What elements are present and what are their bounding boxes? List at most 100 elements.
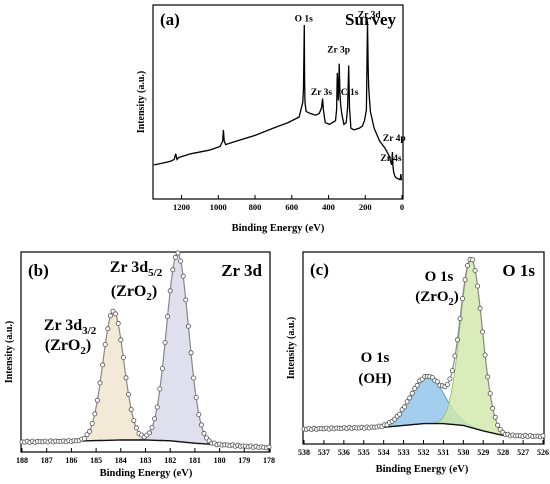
o1s-data-point: [459, 296, 465, 302]
o1s-data-point: [434, 379, 440, 385]
zr3d-x-tick-label: 188: [16, 456, 28, 465]
o1s-plot-area: [301, 256, 546, 440]
o1s-data-point: [447, 376, 453, 382]
o1s-x-ticks: 538 537 536 535 534 533 532 531 530 529 528 527 526: [298, 440, 549, 457]
zr3d-data-point: [196, 411, 202, 417]
zr3d-x-tick-label: 179: [238, 456, 250, 465]
zr3d-x-tick-label: 182: [164, 456, 176, 465]
survey-peak-label: Zr 4p: [383, 134, 406, 144]
zr3d-data-point: [126, 391, 132, 397]
survey-peak-label: Zr 3p: [327, 46, 350, 56]
o1s-x-tick-label: 533: [398, 448, 410, 457]
zr3d-data-point: [170, 267, 176, 273]
survey-peak-label: C 1s: [341, 88, 359, 98]
o1s-data-point: [449, 368, 455, 374]
zr3d-x-tick-label: 187: [41, 456, 53, 465]
survey-peak-label: O 1s: [295, 14, 314, 24]
o1s-data-point: [495, 422, 501, 428]
o1s-x-tick-label: 528: [497, 448, 509, 457]
o1s-data-point: [475, 283, 481, 289]
o1s-data-point: [454, 337, 460, 343]
o1s-x-tick-label: 532: [418, 448, 430, 457]
zr3d-data-point: [131, 418, 137, 424]
survey-x-tick-label: 200: [359, 202, 372, 212]
survey-peak-label: Zr 4s: [380, 154, 402, 164]
zr3d-data-point: [193, 394, 199, 400]
survey-peak-label: Zr 3s: [311, 88, 333, 98]
o1s-data-point: [477, 305, 483, 311]
zr3d-data-point: [133, 425, 139, 431]
survey-x-tick-label: 1200: [173, 202, 190, 212]
zr3d-data-point: [178, 258, 184, 264]
panel-a-label: (a): [160, 10, 180, 29]
survey-peak-labels: O 1s Zr 3d Zr 3p Zr 3s C 1s Zr 4p Zr 4s: [295, 11, 406, 165]
zr3d-x-tick-label: 185: [90, 456, 102, 465]
peak-label-o1s-zro2: O 1s (ZrO2): [415, 269, 459, 308]
o1s-x-tick-label: 529: [477, 448, 489, 457]
o1s-x-tick-label: 531: [437, 448, 449, 457]
zr3d-data-point: [185, 323, 191, 329]
zr3d-data-point: [201, 430, 207, 436]
o1s-title: O 1s: [502, 261, 535, 280]
zr3d-data-point: [191, 375, 197, 381]
zr3d-data-point: [159, 366, 165, 372]
o1s-data-point: [490, 405, 496, 411]
zr3d-data-point: [162, 339, 168, 345]
zr3d-x-tick-label: 181: [189, 456, 201, 465]
survey-x-axis-label: Binding Energy (eV): [232, 223, 325, 234]
zr3d-data-point: [81, 436, 87, 442]
o1s-data-point: [487, 390, 493, 396]
zr3d-data-point: [84, 432, 90, 438]
peak-label-zr3d32: Zr 3d3/2 (ZrO2): [44, 317, 97, 357]
zr3d-x-ticks: 188 187 186 185 184 183 182 181 180 179 178: [16, 448, 275, 465]
zr3d-y-axis-label: Intensity (a.u.): [4, 321, 15, 384]
survey-title: Survey: [345, 10, 397, 29]
o1s-x-tick-label: 535: [358, 448, 370, 457]
o1s-data-point: [492, 414, 498, 420]
svg-text:O 1s: O 1s: [361, 350, 390, 366]
zr3d-x-tick-label: 183: [140, 456, 152, 465]
o1s-data-point: [444, 382, 450, 388]
zr3d-data-point: [118, 337, 124, 343]
o1s-data-point: [397, 411, 403, 417]
zr3d-x-tick-label: 186: [65, 456, 77, 465]
zr3d-data-point: [115, 320, 121, 326]
o1s-x-tick-label: 534: [378, 448, 390, 457]
svg-text:(ZrO2): (ZrO2): [111, 283, 157, 303]
zr3d-data-point: [105, 326, 111, 332]
o1s-data-point: [482, 352, 488, 358]
zr3d-data-point: [157, 386, 163, 392]
o1s-x-tick-label: 530: [457, 448, 469, 457]
svg-text:(ZrO2): (ZrO2): [45, 337, 91, 357]
svg-text:(ZrO2): (ZrO2): [415, 289, 459, 308]
o1s-data-point: [464, 263, 470, 269]
svg-text:O 1s: O 1s: [425, 269, 454, 285]
svg-text:(OH): (OH): [358, 371, 391, 387]
survey-x-tick-label: 1000: [210, 202, 227, 212]
zr3d-data-point: [94, 397, 100, 403]
survey-x-tick-label: 600: [285, 202, 298, 212]
zr3d-data-point: [172, 254, 178, 260]
o1s-y-axis-label: Intensity (a.u.): [286, 317, 297, 380]
survey-x-tick-label: 400: [322, 202, 335, 212]
panel-c-label: (c): [310, 260, 329, 279]
survey-x-tick-label: 0: [400, 202, 404, 212]
zr3d-x-axis-label: Binding Energy (eV): [100, 468, 193, 479]
panel-b-label: (b): [28, 261, 49, 280]
o1s-x-tick-label: 527: [517, 448, 529, 457]
zr3d-data-point: [100, 362, 106, 368]
o1s-data-point: [457, 316, 463, 322]
zr3d-x-tick-label: 180: [214, 456, 226, 465]
zr3d-x-tick-label: 184: [115, 456, 127, 465]
zr3d-plot-area: [19, 250, 272, 451]
o1s-data-point: [485, 374, 491, 380]
survey-plot-frame: [152, 4, 404, 200]
peak-label-zr3d52: Zr 3d5/2 (ZrO2): [110, 259, 163, 303]
o1s-x-tick-label: 536: [338, 448, 350, 457]
o1s-x-axis-label: Binding Energy (eV): [376, 464, 469, 475]
zr3d-data-point: [128, 407, 134, 413]
o1s-data-point: [462, 277, 468, 283]
zr3d-data-point: [92, 411, 98, 417]
o1s-data-point: [407, 395, 413, 401]
